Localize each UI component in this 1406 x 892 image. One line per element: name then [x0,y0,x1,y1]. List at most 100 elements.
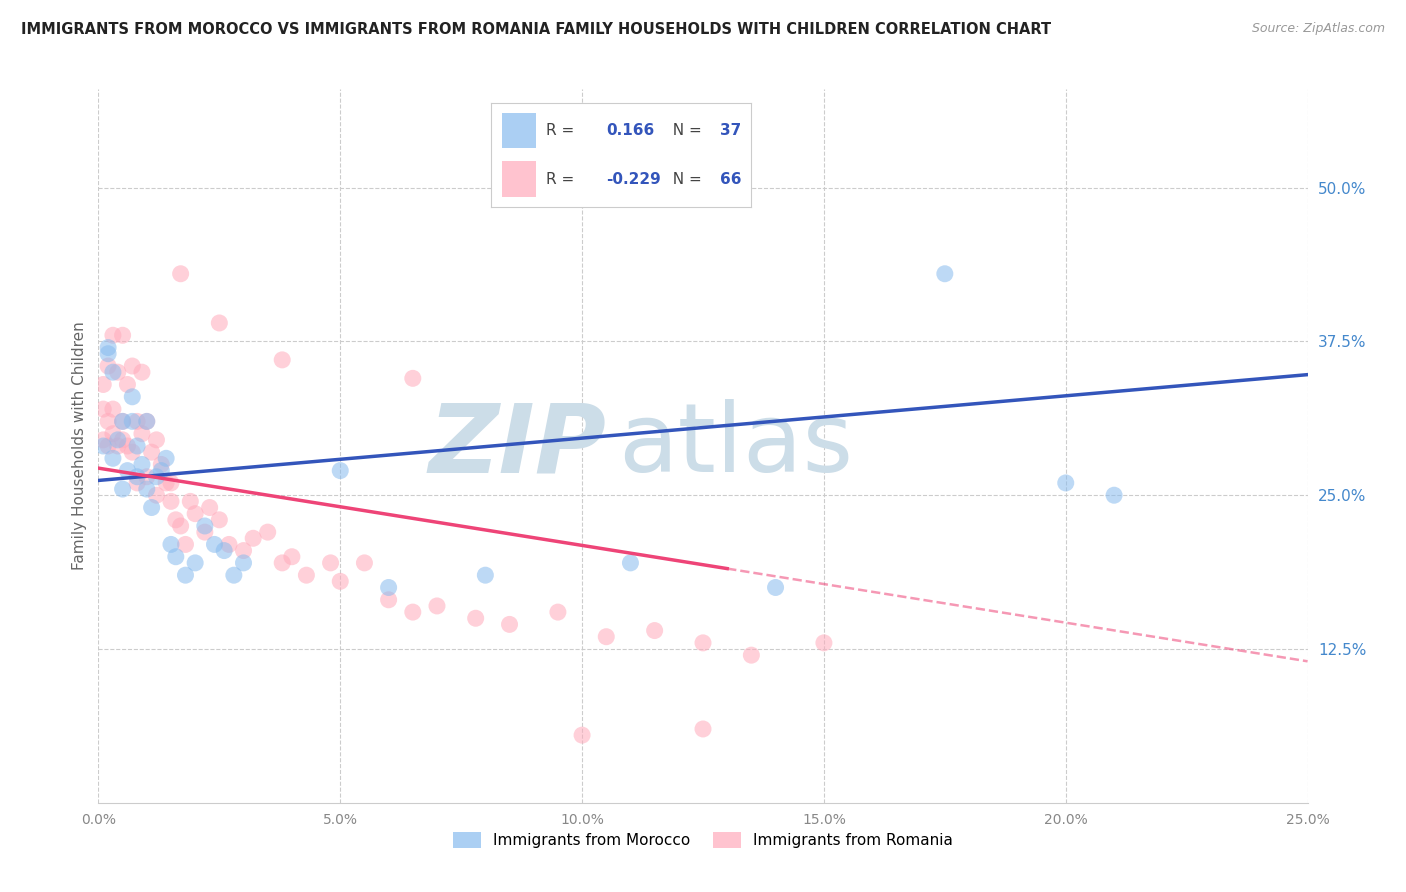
Text: ZIP: ZIP [429,400,606,492]
Y-axis label: Family Households with Children: Family Households with Children [72,322,87,570]
Point [474,568,496,582]
Point [740,648,762,662]
Point [165,513,187,527]
Point [402,371,425,385]
Text: atlas: atlas [619,400,853,492]
Point [97,359,120,373]
Point [169,519,191,533]
Point [547,605,569,619]
Point [145,433,167,447]
Point [174,568,197,582]
Point [117,464,139,478]
Point [111,328,134,343]
Point [160,494,183,508]
Point [155,451,177,466]
Text: IMMIGRANTS FROM MOROCCO VS IMMIGRANTS FROM ROMANIA FAMILY HOUSEHOLDS WITH CHILDR: IMMIGRANTS FROM MOROCCO VS IMMIGRANTS FR… [21,22,1052,37]
Point [121,359,143,373]
Point [281,549,304,564]
Point [121,445,143,459]
Point [184,507,207,521]
Point [107,433,129,447]
Point [117,377,139,392]
Point [319,556,342,570]
Point [91,439,114,453]
Point [179,494,201,508]
Point [101,402,124,417]
Point [165,549,187,564]
Point [813,636,835,650]
Point [571,728,593,742]
Point [160,475,183,490]
Point [208,316,231,330]
Point [127,439,149,453]
Point [131,426,153,441]
Point [135,414,157,428]
Point [169,267,191,281]
Point [101,451,124,466]
Point [127,469,149,483]
Point [692,636,714,650]
Point [135,414,157,428]
Point [644,624,666,638]
Point [101,426,124,441]
Point [204,537,226,551]
Legend: Immigrants from Morocco, Immigrants from Romania: Immigrants from Morocco, Immigrants from… [446,824,960,855]
Point [131,365,153,379]
Point [194,525,217,540]
Point [329,574,352,589]
Point [117,439,139,453]
Point [329,464,352,478]
Point [91,402,114,417]
Point [692,722,714,736]
Point [426,599,449,613]
Point [377,592,399,607]
Point [155,475,177,490]
Point [97,347,120,361]
Point [212,543,235,558]
Point [97,341,120,355]
Point [101,328,124,343]
Point [107,365,129,379]
Point [218,537,240,551]
Point [1054,475,1077,490]
Point [101,365,124,379]
Point [271,352,294,367]
Point [150,458,173,472]
Text: Source: ZipAtlas.com: Source: ZipAtlas.com [1251,22,1385,36]
Point [107,439,129,453]
Point [141,500,163,515]
Point [111,433,134,447]
Point [498,617,520,632]
Point [256,525,278,540]
Point [222,568,245,582]
Point [97,414,120,428]
Point [232,556,254,570]
Point [765,581,787,595]
Point [619,556,641,570]
Point [160,537,183,551]
Point [131,458,153,472]
Point [150,464,173,478]
Point [121,414,143,428]
Point [174,537,197,551]
Point [91,377,114,392]
Point [402,605,425,619]
Point [271,556,294,570]
Point [127,475,149,490]
Point [464,611,486,625]
Point [377,581,399,595]
Point [91,433,114,447]
Point [145,469,167,483]
Point [111,482,134,496]
Point [135,469,157,483]
Point [141,445,163,459]
Point [194,519,217,533]
Point [1102,488,1125,502]
Point [127,414,149,428]
Point [111,414,134,428]
Point [934,267,956,281]
Point [595,630,617,644]
Point [295,568,318,582]
Point [353,556,375,570]
Point [97,439,120,453]
